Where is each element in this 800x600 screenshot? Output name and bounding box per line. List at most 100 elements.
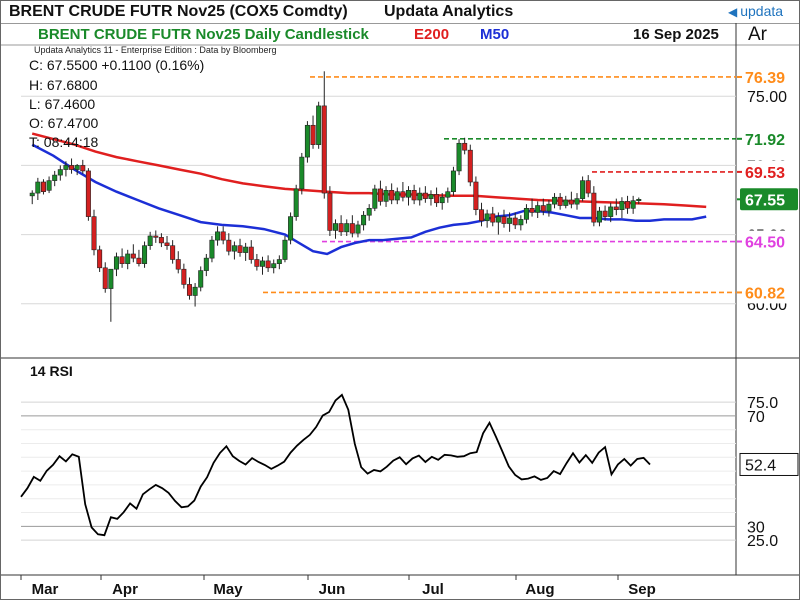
- candle-body: [80, 165, 86, 172]
- candle-down: [91, 209, 97, 256]
- candle-up: [523, 204, 529, 224]
- candle-down: [153, 230, 159, 243]
- candle-body: [125, 253, 131, 264]
- legend-e200: E200: [414, 26, 450, 43]
- candle-up: [304, 121, 310, 163]
- candle-body: [35, 181, 41, 194]
- candle-body: [209, 239, 215, 259]
- candle-body: [349, 223, 355, 234]
- time-axis-label: Apr: [112, 581, 138, 598]
- candle-body: [467, 149, 473, 183]
- candle-up: [29, 190, 35, 205]
- time-axis-label: Sep: [628, 581, 656, 598]
- candle-body: [377, 188, 383, 202]
- candle-down: [501, 209, 507, 228]
- candle-body: [372, 188, 378, 209]
- level-label-bg: [737, 230, 799, 253]
- rsi-tick-label: 70: [747, 409, 765, 426]
- candle-body: [29, 192, 35, 197]
- candle-body: [557, 196, 563, 206]
- candle-body: [501, 216, 507, 224]
- candle-body: [439, 196, 445, 204]
- candle-body: [91, 216, 97, 251]
- candle-up: [74, 164, 80, 176]
- candle-down: [349, 215, 355, 238]
- candle-body: [366, 208, 372, 216]
- level-label: 60.82: [745, 285, 785, 302]
- candle-up: [484, 209, 490, 228]
- candle-body: [85, 170, 91, 217]
- candle-body: [445, 191, 451, 198]
- ohlc-close: C: 67.5500 +0.1100 (0.16%): [29, 57, 205, 73]
- candle-down: [265, 255, 271, 272]
- candle-up: [46, 176, 52, 194]
- candle-body: [417, 192, 423, 201]
- candle-body: [535, 205, 541, 213]
- candle-down: [467, 144, 473, 187]
- candle-down: [338, 215, 344, 236]
- candle-down: [164, 235, 170, 250]
- candle-up: [383, 186, 389, 207]
- candle-up: [445, 187, 451, 203]
- candle-up: [276, 255, 282, 270]
- candle-up: [316, 101, 322, 149]
- candle-down: [462, 137, 468, 155]
- rsi-tick-label: 75.0: [747, 395, 778, 412]
- candle-body: [57, 169, 63, 176]
- candle-up: [563, 195, 569, 209]
- candle-up: [366, 204, 372, 221]
- candle-body: [316, 105, 322, 145]
- candle-body: [321, 105, 327, 194]
- candle-body: [299, 156, 305, 190]
- candle-body: [136, 257, 142, 264]
- candle-down: [400, 182, 406, 202]
- candle-down: [220, 226, 226, 245]
- candle-body: [40, 181, 46, 192]
- candle-up: [417, 187, 423, 206]
- candle-up: [608, 202, 614, 223]
- candle-body: [237, 245, 243, 253]
- rsi-line: [20, 393, 651, 537]
- candle-body: [276, 259, 282, 264]
- candle-body: [338, 223, 344, 233]
- candle-down: [479, 202, 485, 227]
- candle-down: [97, 245, 103, 272]
- candle-body: [46, 180, 52, 191]
- candle-up: [428, 190, 434, 206]
- candle-up: [636, 197, 642, 205]
- candle-up: [231, 241, 237, 260]
- candle-up: [355, 220, 361, 238]
- candle-body: [479, 209, 485, 222]
- axis-unit-label: Ar: [748, 24, 767, 45]
- candle-body: [456, 142, 462, 172]
- candle-body: [130, 253, 136, 259]
- candle-body: [484, 213, 490, 222]
- candle-up: [299, 152, 305, 195]
- candle-up: [619, 197, 625, 218]
- candle-body: [293, 188, 299, 217]
- time-axis-label: Aug: [525, 581, 554, 598]
- candle-body: [428, 194, 434, 199]
- candle-body: [450, 170, 456, 192]
- level-label: 69.53: [745, 165, 785, 182]
- level-label-bg: [737, 281, 799, 304]
- candle-body: [192, 286, 198, 296]
- candle-body: [52, 174, 58, 181]
- provider-name: Updata Analytics: [384, 3, 514, 20]
- instrument-title: BRENT CRUDE FUTR Nov25 (COX5 Comdty): [9, 3, 348, 20]
- candle-body: [153, 235, 159, 238]
- candle-up: [108, 268, 114, 322]
- candle-up: [580, 176, 586, 202]
- level-label: 71.92: [745, 132, 785, 149]
- candle-body: [282, 239, 288, 260]
- candle-up: [209, 235, 215, 263]
- title-bar: BRENT CRUDE FUTR Nov25 (COX5 Comdty) Upd…: [1, 1, 799, 24]
- candle-down: [529, 198, 535, 217]
- chart-title: BRENT CRUDE FUTR Nov25 Daily Candlestick: [38, 26, 369, 43]
- candle-body: [147, 235, 153, 246]
- candle-body: [248, 246, 254, 260]
- candle-body: [215, 231, 221, 241]
- candle-body: [406, 190, 412, 198]
- candle-up: [215, 226, 221, 246]
